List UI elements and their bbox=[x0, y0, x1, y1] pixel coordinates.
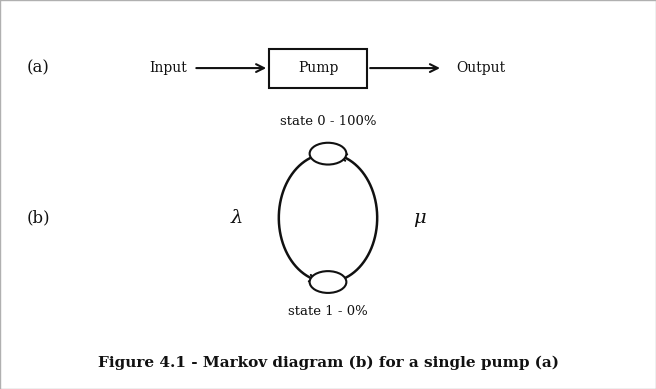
FancyBboxPatch shape bbox=[269, 49, 367, 88]
Text: state 0 - 100%: state 0 - 100% bbox=[279, 115, 377, 128]
Circle shape bbox=[310, 143, 346, 165]
Text: λ: λ bbox=[230, 209, 243, 227]
Text: (a): (a) bbox=[26, 60, 49, 77]
Circle shape bbox=[310, 271, 346, 293]
Text: Figure 4.1 - Markov diagram (b) for a single pump (a): Figure 4.1 - Markov diagram (b) for a si… bbox=[98, 355, 558, 370]
Text: Input: Input bbox=[149, 61, 187, 75]
Text: (b): (b) bbox=[26, 209, 50, 226]
Text: μ: μ bbox=[413, 209, 426, 227]
Text: Pump: Pump bbox=[298, 61, 338, 75]
Text: state 1 - 0%: state 1 - 0% bbox=[288, 305, 368, 317]
Text: Output: Output bbox=[456, 61, 505, 75]
